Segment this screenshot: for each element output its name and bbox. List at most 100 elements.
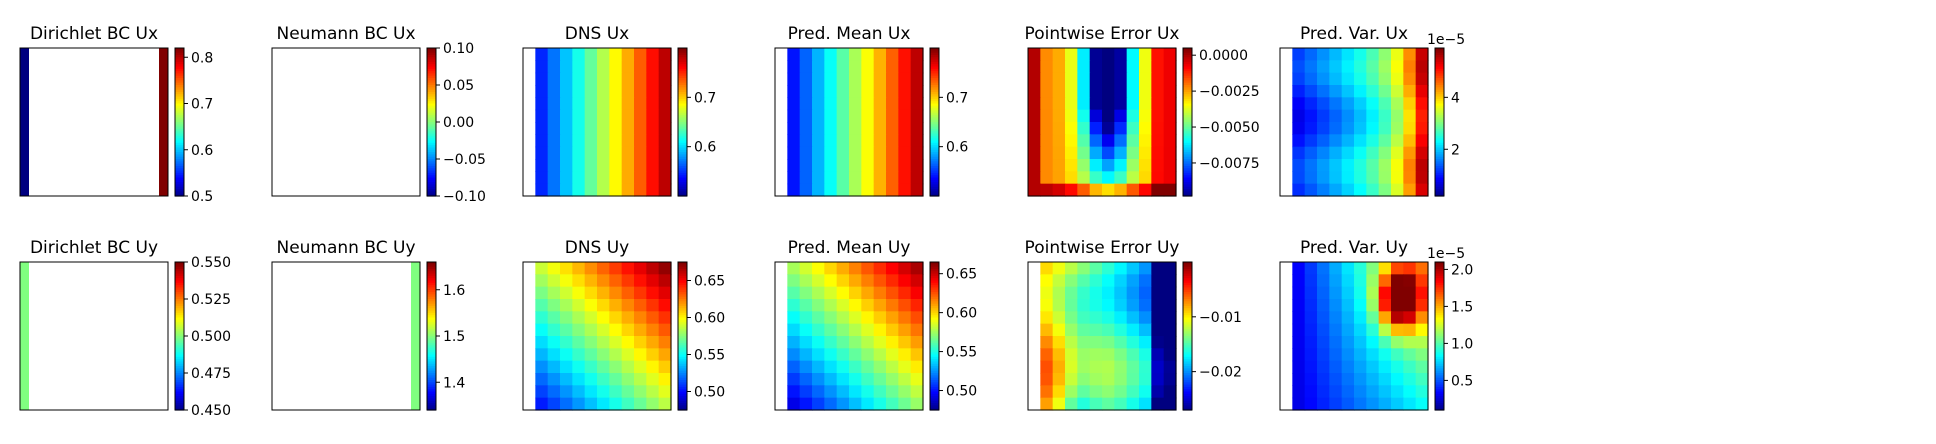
heatmap-cell: [1028, 48, 1041, 61]
colorbar-segment: [930, 294, 939, 298]
heatmap-cell: [621, 183, 635, 197]
heatmap-cell: [572, 97, 586, 111]
heatmap-cell: [560, 109, 573, 123]
colorbar-segment: [427, 400, 436, 404]
heatmap-cell: [1040, 159, 1054, 172]
colorbar-segment: [678, 275, 687, 279]
heatmap-cell: [1304, 336, 1318, 349]
heatmap-cell: [609, 146, 623, 160]
heatmap-cell: [787, 134, 801, 148]
heatmap-cell: [836, 274, 850, 288]
colorbar-segment: [1183, 347, 1192, 351]
colorbar-segment: [1435, 384, 1444, 388]
colorbar-segment: [930, 275, 939, 279]
heatmap-cell: [1329, 48, 1343, 61]
colorbar-segment: [1435, 193, 1444, 197]
heatmap-cell: [1114, 348, 1128, 362]
heatmap-cell: [1163, 134, 1177, 148]
colorbar-segment: [1183, 179, 1192, 183]
colorbar-segment: [175, 405, 184, 409]
colorbar-segment: [1435, 347, 1444, 351]
panel-title: Neumann BC Uy: [276, 238, 415, 258]
heatmap-cell: [1292, 323, 1306, 337]
heatmap-cell: [799, 299, 813, 312]
colorbar-segment: [1183, 91, 1192, 95]
heatmap-cell: [812, 171, 825, 185]
heatmap-cell: [609, 171, 623, 185]
heatmap-cell: [535, 299, 549, 312]
colorbar-segment: [1435, 273, 1444, 277]
heatmap-cell: [1354, 299, 1367, 312]
heatmap-cell: [1354, 311, 1367, 325]
heatmap-cell: [861, 146, 875, 160]
heatmap-cell: [646, 299, 660, 312]
colorbar-segment: [930, 54, 939, 58]
heatmap-cell: [1403, 48, 1417, 61]
colorbar-segment: [678, 326, 687, 330]
colorbar-segment: [175, 403, 184, 406]
colorbar-segment: [1183, 82, 1192, 86]
heatmap-cell: [836, 97, 850, 111]
heatmap-cell: [849, 348, 862, 362]
colorbar-segment: [1435, 105, 1444, 109]
colorbar-segment: [427, 324, 436, 328]
panel-title: Pointwise Error Ux: [1025, 24, 1180, 44]
heatmap-cell: [1378, 72, 1392, 86]
heatmap-cell: [836, 397, 850, 411]
heatmap-cell: [898, 97, 912, 111]
colorbar-segment: [175, 305, 184, 309]
colorbar-segment: [678, 370, 687, 374]
heatmap-cell: [609, 397, 623, 411]
colorbar-segment: [1435, 326, 1444, 330]
heatmap-cell: [572, 109, 586, 123]
heatmap-cell: [609, 48, 623, 61]
colorbar-segment: [678, 329, 687, 332]
colorbar-segment: [427, 66, 436, 70]
heatmap-cell: [1102, 171, 1115, 185]
heatmap-cell: [787, 97, 801, 111]
heatmap-cell: [836, 72, 850, 86]
heatmap-cell: [873, 373, 887, 386]
colorbar-segment: [930, 179, 939, 183]
heatmap-cell: [1378, 97, 1392, 111]
colorbar-segment: [1435, 52, 1444, 56]
heatmap-cell: [560, 72, 573, 86]
colorbar-segment: [930, 273, 939, 277]
heatmap-cell: [1341, 274, 1355, 288]
panel-title: Dirichlet BC Uy: [30, 238, 158, 258]
heatmap-cell: [1089, 48, 1103, 61]
heatmap-cell: [898, 109, 912, 123]
heatmap-cell: [1139, 134, 1152, 148]
colorbar-segment: [427, 333, 436, 337]
colorbar-segment: [175, 271, 184, 275]
colorbar-segment: [175, 184, 184, 188]
heatmap-cell: [910, 373, 924, 386]
colorbar-tick-label: 0.550: [191, 255, 231, 271]
heatmap-cell: [1139, 146, 1152, 160]
heatmap-cell: [898, 85, 912, 98]
heatmap-cell: [658, 397, 672, 411]
colorbar-segment: [1435, 264, 1444, 268]
heatmap-cell: [812, 159, 825, 172]
heatmap-cell: [849, 134, 862, 148]
heatmap-cell: [1341, 385, 1355, 399]
heatmap-cell: [1065, 159, 1078, 172]
heatmap-cell: [621, 373, 635, 386]
plot-frame: [1027, 261, 1177, 411]
colorbar-segment: [1183, 268, 1192, 272]
colorbar-segment: [1183, 193, 1192, 197]
heatmap-cell: [1040, 348, 1054, 362]
colorbar-segment: [427, 128, 436, 132]
heatmap-cell: [1292, 286, 1306, 300]
colorbar-segment: [427, 168, 436, 172]
heatmap-cell: [584, 262, 598, 275]
colorbar-segment: [678, 140, 687, 144]
colorbar-segment: [1435, 305, 1444, 309]
colorbar-segment: [930, 363, 939, 367]
heatmap-cell: [1366, 134, 1380, 148]
colorbar-segment: [427, 340, 436, 344]
colorbar-segment: [930, 108, 939, 112]
colorbar-segment: [678, 368, 687, 372]
colorbar-segment: [1435, 317, 1444, 321]
heatmap-cell: [572, 360, 586, 374]
